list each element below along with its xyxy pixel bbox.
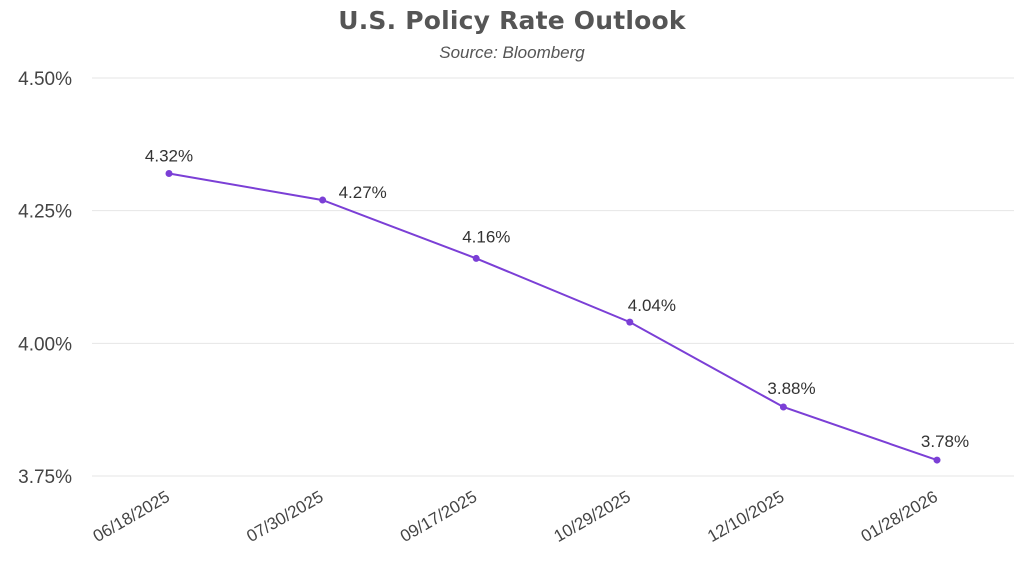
data-label: 4.27% [339, 183, 387, 202]
data-label: 4.16% [462, 227, 510, 246]
x-tick-label: 06/18/2025 [90, 487, 173, 546]
x-tick-label: 10/29/2025 [551, 487, 634, 546]
data-label: 3.78% [921, 432, 969, 451]
data-label: 4.04% [628, 296, 676, 315]
x-axis-labels: 06/18/2025 07/30/2025 09/17/2025 10/29/2025… [90, 487, 941, 546]
data-point [319, 196, 327, 204]
chart-title: U.S. Policy Rate Outlook [338, 6, 686, 35]
data-point [472, 254, 480, 262]
series [165, 170, 941, 464]
data-point [165, 170, 173, 178]
y-tick-label: 4.00% [18, 334, 72, 355]
data-point [779, 403, 787, 411]
y-tick-label: 4.50% [18, 69, 72, 90]
series-line [168, 172, 938, 462]
y-tick-label: 3.75% [18, 467, 72, 488]
data-point [933, 456, 941, 464]
chart-subtitle: Source: Bloomberg [439, 43, 585, 62]
data-label: 3.88% [767, 379, 815, 398]
x-tick-label: 01/28/2026 [858, 487, 941, 546]
data-label: 4.32% [145, 147, 193, 166]
y-axis-labels: 3.75% 4.00% 4.25% 4.50% [18, 69, 72, 488]
x-tick-label: 12/10/2025 [704, 487, 787, 546]
grid-lines [92, 77, 1014, 477]
data-point [626, 318, 634, 326]
x-tick-label: 07/30/2025 [243, 487, 326, 546]
x-tick-label: 09/17/2025 [397, 487, 480, 546]
y-tick-label: 4.25% [18, 202, 72, 223]
data-labels: 4.32% 4.27% 4.16% 4.04% 3.88% 3.78% [145, 147, 969, 452]
